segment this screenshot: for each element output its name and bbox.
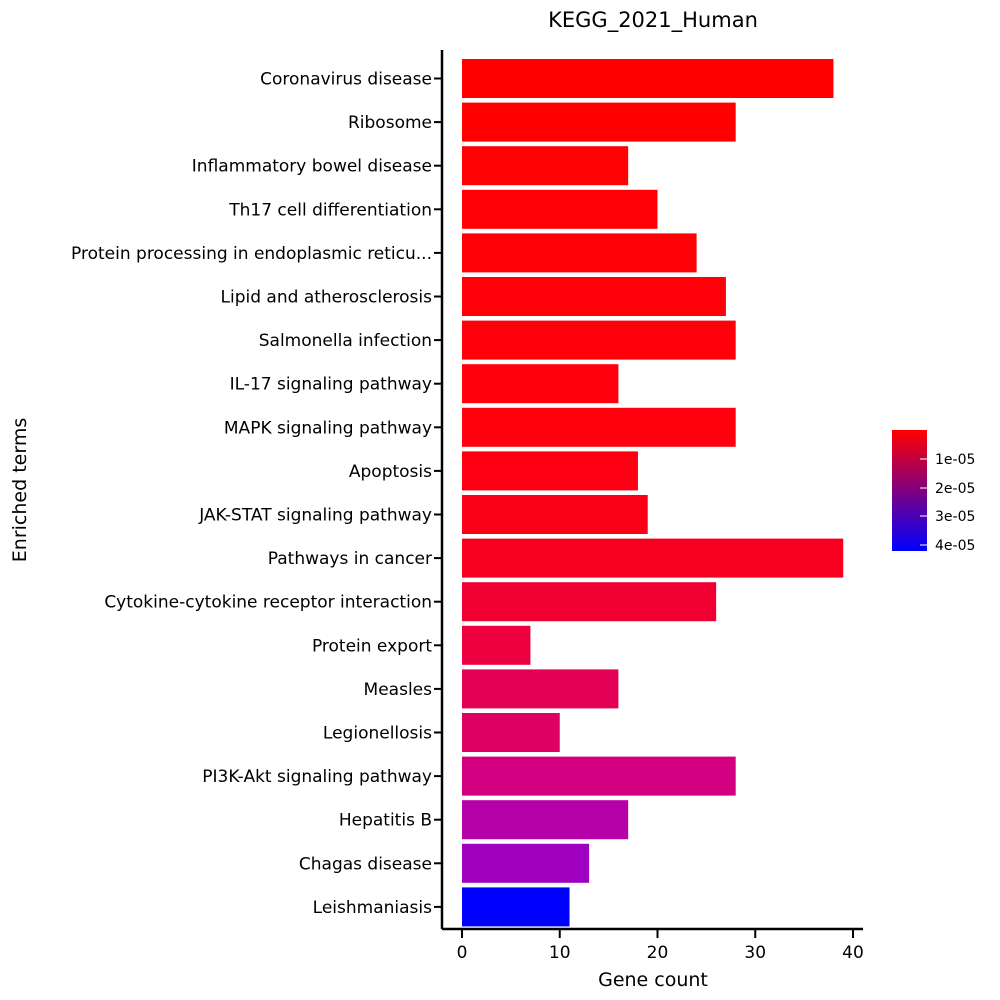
y-axis-label: Enriched terms [9,418,31,562]
y-tick-label: Coronavirus disease [260,70,432,90]
y-tick-label: Pathways in cancer [268,549,432,569]
bar-chagas-disease [462,843,590,883]
y-tick-label: Hepatitis B [339,811,432,831]
colorbar-tick-label: 1e-05 [935,452,975,468]
x-tick-label: 0 [457,943,468,963]
y-tick-label: Salmonella infection [259,331,432,351]
bar-hepatitis-b [462,800,629,840]
bar-il-17-signaling-pathway [462,364,619,404]
y-tick-label: Th17 cell differentiation [228,200,432,220]
bar-th17-cell-differentiation [462,189,658,229]
y-tick-label: IL-17 signaling pathway [230,375,432,395]
y-tick-label: Measles [364,680,433,700]
y-tick-label: MAPK signaling pathway [224,418,432,438]
bar-cytokine-cytokine-receptor-interaction [462,582,717,622]
colorbar-tick-label: 4e-05 [935,538,975,554]
x-axis-ticks: 0 10 20 30 40 [457,929,864,963]
x-axis-label: Gene count [598,969,708,991]
bar-ribosome [462,102,736,142]
colorbar-tick-label: 3e-05 [935,509,975,525]
bar-protein-processing-in-endoplasmic-reticu [462,233,697,273]
x-tick-label: 30 [744,943,766,963]
bar-inflammatory-bowel-disease [462,146,629,186]
y-tick-label: JAK-STAT signaling pathway [198,506,432,526]
bar-jak-stat-signaling-pathway [462,495,648,534]
bar-pathways-in-cancer [462,538,844,578]
y-tick-label: Apoptosis [349,462,432,482]
bar-pi3k-akt-signaling-pathway [462,756,736,796]
bar-leishmaniasis [462,887,570,927]
colorbar-tick-label: 2e-05 [935,481,975,497]
chart-title: KEGG_2021_Human [548,8,758,33]
bar-coronavirus-disease [462,59,834,98]
x-tick-label: 20 [647,943,669,963]
y-tick-label: PI3K-Akt signaling pathway [202,767,432,787]
bar-mapk-signaling-pathway [462,407,736,447]
colorbar: 1e-05 2e-05 3e-05 4e-05 [892,430,975,554]
y-tick-label: Ribosome [348,113,432,133]
bar-protein-export [462,625,531,665]
y-tick-label: Protein export [312,636,432,656]
colorbar-gradient [892,430,927,551]
y-tick-label: Inflammatory bowel disease [192,157,432,177]
bar-lipid-and-atherosclerosis [462,277,726,316]
y-tick-label: Protein processing in endoplasmic reticu… [71,244,432,264]
y-tick-label: Legionellosis [323,724,432,744]
bar-salmonella-infection [462,320,736,360]
bar-apoptosis [462,451,638,491]
y-axis-ticks: Coronavirus disease Ribosome Inflammatory … [71,70,442,918]
y-tick-label: Chagas disease [299,854,432,874]
bars-group [462,59,844,927]
x-tick-label: 40 [842,943,864,963]
y-tick-label: Leishmaniasis [313,898,432,918]
y-tick-label: Lipid and atherosclerosis [221,288,433,308]
bar-legionellosis [462,713,560,752]
bar-measles [462,669,619,709]
x-tick-label: 10 [549,943,571,963]
y-tick-label: Cytokine-cytokine receptor interaction [104,593,432,613]
